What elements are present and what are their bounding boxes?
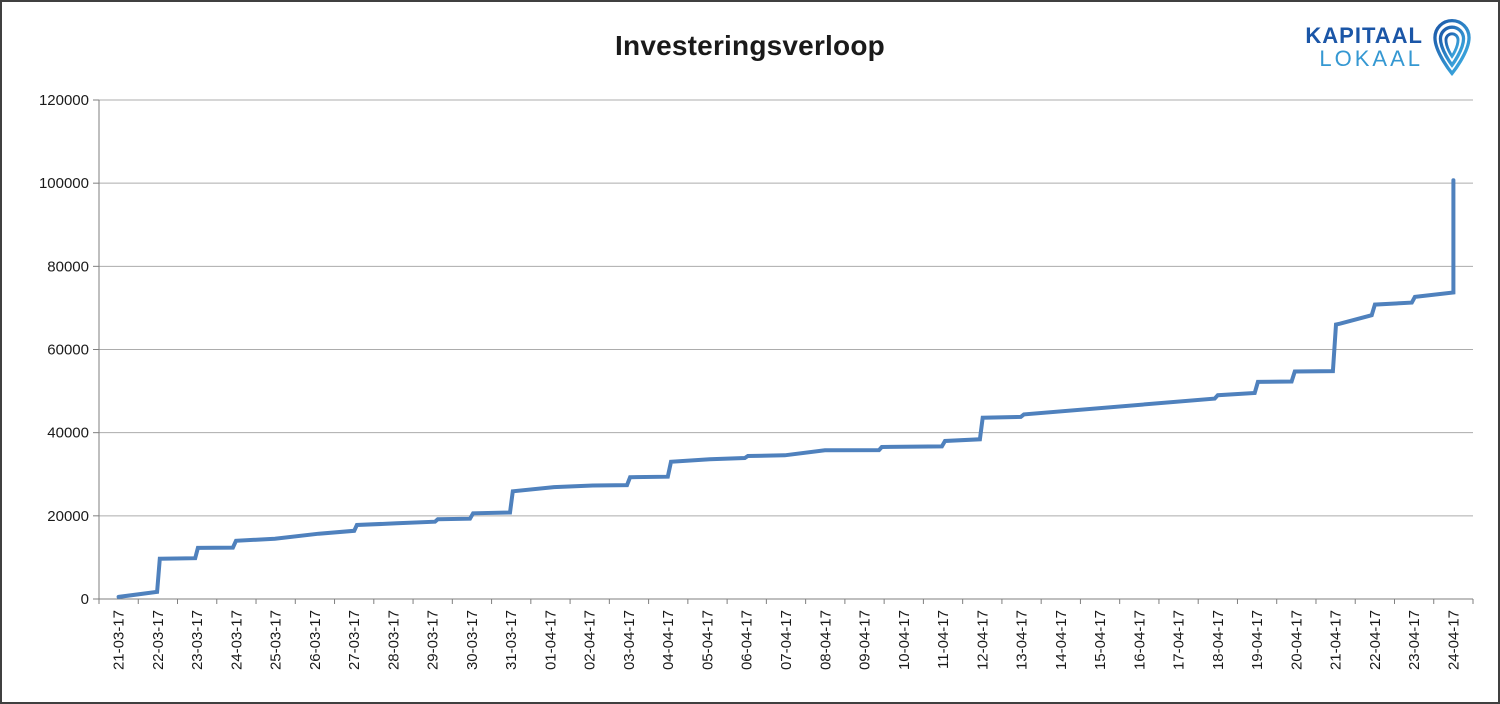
y-tick-label: 60000: [47, 342, 89, 359]
y-tick-label: 80000: [47, 258, 89, 275]
x-tick-label: 01-04-17: [542, 610, 559, 670]
x-tick-label: 17-04-17: [1171, 610, 1188, 670]
x-tick-label: 06-04-17: [739, 610, 756, 670]
x-tick-label: 24-04-17: [1445, 610, 1462, 670]
x-tick-label: 11-04-17: [935, 610, 952, 669]
x-tick-label: 13-04-17: [1014, 610, 1031, 670]
x-tick-label: 16-04-17: [1131, 610, 1148, 670]
x-tick-label: 04-04-17: [660, 610, 677, 670]
investment-line-series: [116, 178, 1456, 599]
x-tick-label: 12-04-17: [974, 610, 991, 670]
x-tick-label: 25-03-17: [268, 610, 285, 670]
x-tick-label: 23-03-17: [189, 610, 206, 670]
x-tick-label: 18-04-17: [1210, 610, 1227, 670]
logo-wordmark: KAPITAAL LOKAAL: [1305, 24, 1423, 70]
x-tick-label: 22-03-17: [150, 610, 167, 670]
x-tick-label: 14-04-17: [1053, 610, 1070, 670]
x-tick-label: 31-03-17: [503, 610, 520, 670]
x-tick-label: 21-03-17: [111, 610, 128, 670]
y-tick-label: 120000: [39, 92, 89, 109]
x-tick-label: 20-04-17: [1288, 610, 1305, 670]
location-pin-icon: [1433, 18, 1471, 76]
y-tick-label: 0: [81, 591, 89, 608]
x-tick-label: 10-04-17: [896, 610, 913, 670]
x-tick-label: 29-03-17: [425, 610, 442, 670]
x-tick-label: 03-04-17: [621, 610, 638, 670]
x-tick-label: 02-04-17: [582, 610, 599, 670]
x-tick-label: 07-04-17: [778, 610, 795, 670]
x-tick-label: 26-03-17: [307, 610, 324, 670]
kapitaal-lokaal-logo: KAPITAAL LOKAAL: [1305, 18, 1474, 76]
x-tick-label: 24-03-17: [228, 610, 245, 670]
y-tick-label: 100000: [39, 175, 89, 192]
x-tick-label: 15-04-17: [1092, 610, 1109, 670]
logo-text-lokaal: LOKAAL: [1319, 46, 1423, 71]
x-tick-label: 30-03-17: [464, 610, 481, 670]
x-tick-label: 23-04-17: [1406, 610, 1423, 670]
x-tick-label: 21-04-17: [1328, 610, 1345, 670]
logo-text-kapitaal: KAPITAAL: [1305, 22, 1423, 48]
x-tick-label: 19-04-17: [1249, 610, 1266, 670]
x-tick-label: 28-03-17: [385, 610, 402, 670]
x-tick-label: 09-04-17: [857, 610, 874, 670]
x-tick-label: 08-04-17: [817, 610, 834, 670]
chart-title: Investeringsverloop: [615, 30, 885, 61]
y-tick-label: 20000: [47, 508, 89, 525]
x-tick-label: 22-04-17: [1367, 610, 1384, 670]
x-tick-label: 05-04-17: [699, 610, 716, 670]
x-tick-label: 27-03-17: [346, 610, 363, 670]
y-tick-label: 40000: [47, 425, 89, 442]
